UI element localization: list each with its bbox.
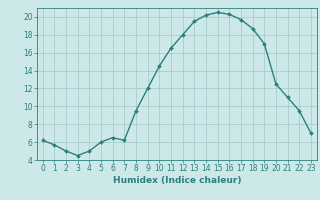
X-axis label: Humidex (Indice chaleur): Humidex (Indice chaleur) xyxy=(113,176,241,185)
